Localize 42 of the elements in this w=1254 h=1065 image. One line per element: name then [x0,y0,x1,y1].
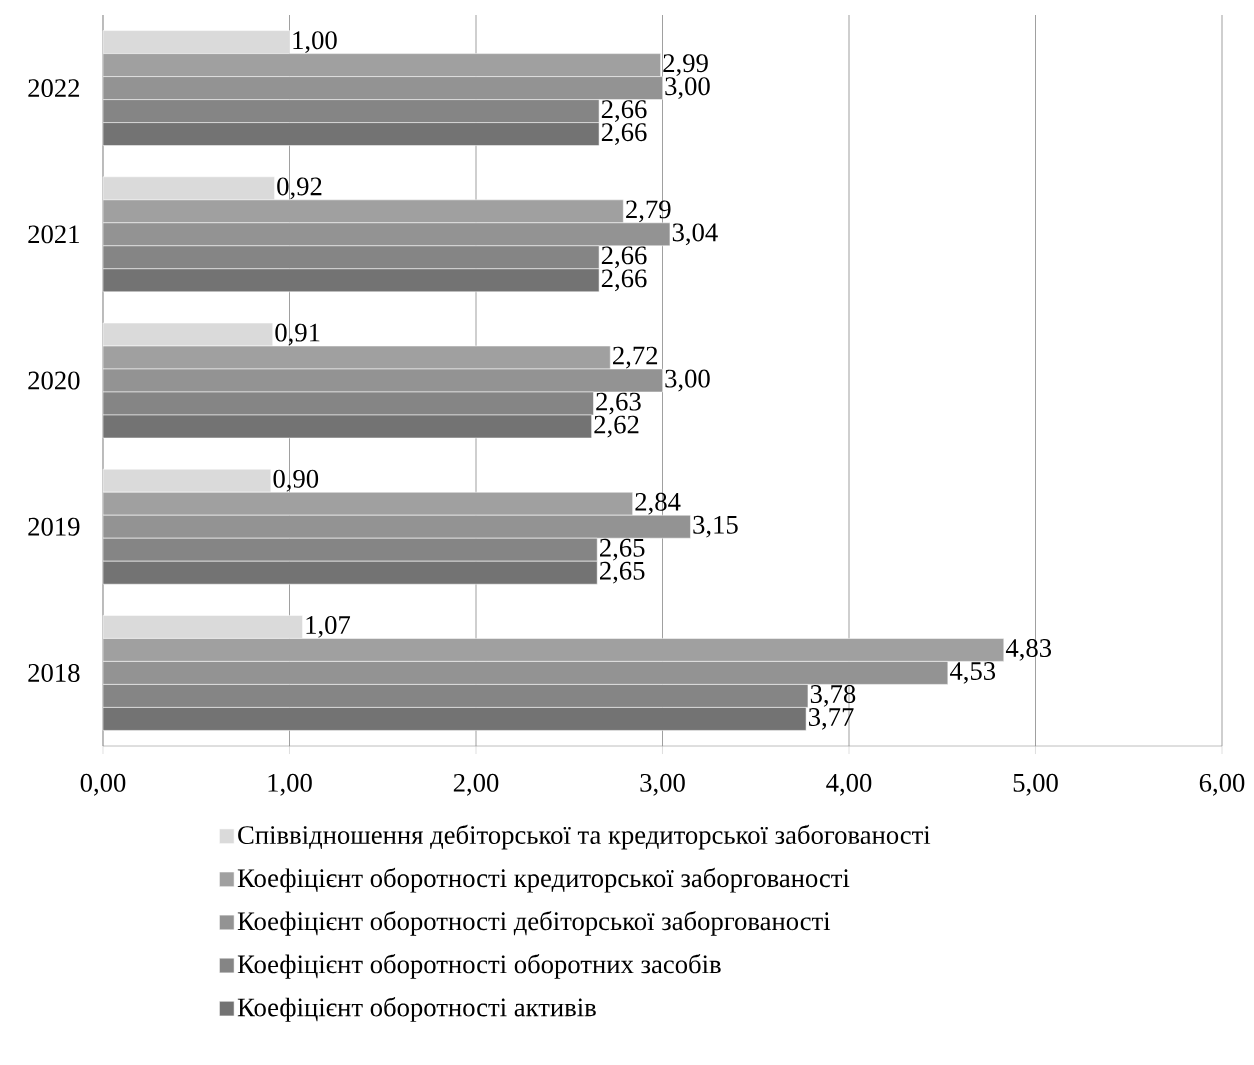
legend-label: Коефіцієнт оборотності активів [237,997,596,1022]
data-label: 0,91 [275,323,320,346]
x-tick-label: 6,00 [1199,773,1245,796]
data-label: 2,63 [596,392,641,415]
data-label: 3,04 [672,223,718,246]
data-label: 1,00 [293,31,337,54]
y-tick-label: 2019 [28,517,80,536]
data-label: 2,66 [601,269,647,292]
data-label: 2,66 [601,246,647,269]
data-label: 3,77 [808,708,854,730]
data-label: 2,65 [600,538,645,561]
x-tick-label: 0,00 [80,773,126,796]
data-label: 0,92 [277,177,322,200]
data-label: 4,53 [949,662,996,684]
x-tick-label: 1,00 [268,773,312,796]
data-label: 2,72 [613,346,658,369]
data-label: 2,65 [600,561,645,584]
data-label: 3,78 [810,685,856,707]
data-label: 3,00 [665,77,710,100]
legend-label: Співвідношення дебіторської та кредиторської забогованості [238,824,931,850]
data-label: 4,83 [1005,639,1052,661]
y-tick-label: 2020 [28,371,80,390]
data-label: 0,90 [273,469,319,492]
data-label: 2,62 [594,415,639,438]
data-label: 3,00 [665,369,710,392]
data-label: 2,79 [626,200,671,223]
x-tick-label: 3,00 [640,773,685,796]
data-label: 3,15 [693,515,738,538]
data-label: 2,84 [635,492,681,515]
data-label: 2,66 [601,100,647,122]
y-tick-label: 2018 [28,663,80,682]
data-label: 2,99 [663,54,708,76]
y-tick-label: 2021 [28,225,79,244]
legend-label: Коефіцієнт оборотності кредиторської заборгованості [237,867,850,893]
data-label: 1,07 [306,616,351,638]
x-tick-label: 4,00 [826,773,872,796]
x-tick-label: 2,00 [453,773,499,796]
x-tick-label: 5,00 [1013,773,1058,796]
legend-label: Коефіцієнт оборотності оборотних засобів [237,953,721,979]
legend-label: Коефіцієнт оборотності дебіторської заборгованості [237,910,831,936]
data-label: 2,66 [601,123,647,145]
y-tick-label: 2022 [28,79,80,98]
